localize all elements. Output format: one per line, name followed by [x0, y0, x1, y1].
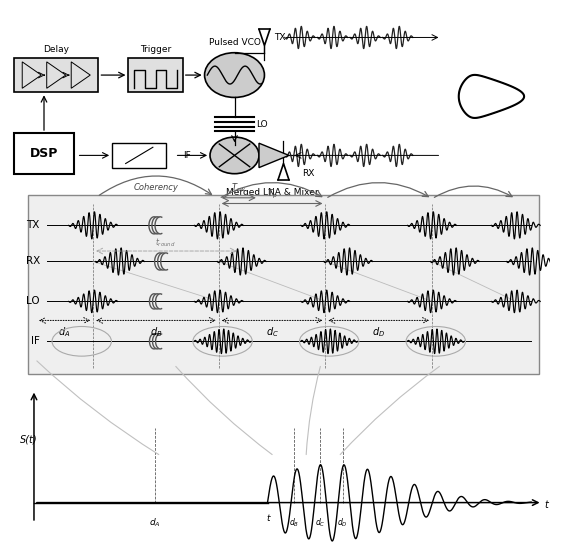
- FancyBboxPatch shape: [28, 195, 539, 374]
- Text: $d_D$: $d_D$: [337, 516, 348, 528]
- Text: $T_p$: $T_p$: [267, 188, 277, 201]
- Circle shape: [205, 53, 264, 98]
- Text: S(t): S(t): [19, 434, 37, 445]
- Polygon shape: [71, 62, 90, 88]
- FancyBboxPatch shape: [14, 133, 74, 174]
- Circle shape: [210, 137, 259, 174]
- Text: TX: TX: [27, 220, 40, 230]
- Text: Merged LNA & Mixer: Merged LNA & Mixer: [226, 188, 319, 197]
- Text: $d_B$: $d_B$: [150, 325, 162, 339]
- Text: $d_C$: $d_C$: [266, 325, 278, 339]
- Text: DSP: DSP: [30, 147, 58, 160]
- Text: Trigger: Trigger: [140, 45, 171, 54]
- FancyBboxPatch shape: [112, 143, 167, 168]
- Text: $d_D$: $d_D$: [372, 325, 385, 339]
- Polygon shape: [459, 75, 524, 118]
- Text: LO: LO: [26, 296, 40, 306]
- Text: Coherency: Coherency: [133, 183, 179, 192]
- Text: IF: IF: [31, 336, 40, 347]
- FancyBboxPatch shape: [14, 58, 99, 93]
- Text: IF: IF: [183, 151, 191, 160]
- Text: $T_{pw}$: $T_{pw}$: [231, 182, 247, 195]
- Text: $d_C$: $d_C$: [315, 516, 325, 528]
- Polygon shape: [259, 143, 289, 168]
- Text: RX: RX: [26, 256, 40, 267]
- Text: $t_{round}$: $t_{round}$: [155, 236, 176, 249]
- Text: RX: RX: [303, 169, 315, 178]
- Text: $d_A$: $d_A$: [58, 325, 71, 339]
- Text: $d_B$: $d_B$: [289, 516, 299, 528]
- Text: Delay: Delay: [43, 45, 69, 54]
- Text: $d_A$: $d_A$: [149, 516, 160, 528]
- Text: Pulsed VCO: Pulsed VCO: [209, 38, 260, 47]
- Text: t: t: [544, 500, 548, 510]
- Text: LO: LO: [256, 120, 268, 128]
- Text: $t$: $t$: [266, 512, 272, 523]
- Text: TX: TX: [274, 33, 285, 42]
- FancyBboxPatch shape: [128, 58, 183, 93]
- Polygon shape: [22, 62, 41, 88]
- Polygon shape: [46, 62, 66, 88]
